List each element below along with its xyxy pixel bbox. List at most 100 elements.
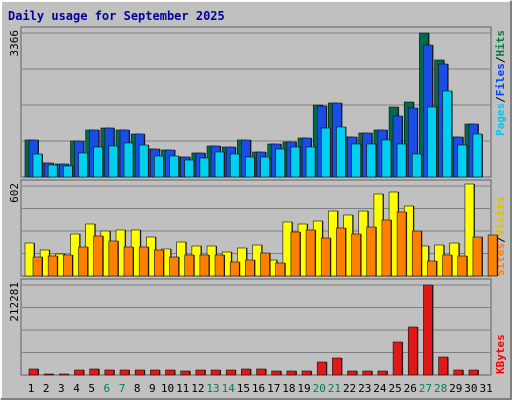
hits-pages-bar — [214, 151, 225, 178]
visits-sites-bar — [411, 230, 422, 277]
hits-pages-bar — [93, 146, 103, 178]
visits-ymax-label: 602 — [8, 183, 21, 203]
kbytes-kbytes-bar — [210, 369, 221, 376]
visits-sites-bar — [336, 227, 346, 277]
x-tick-label: 30 — [464, 382, 477, 395]
kbytes-plot-area — [20, 278, 492, 376]
x-tick-label: 24 — [373, 382, 387, 395]
kbytes-kbytes-bar — [362, 370, 373, 376]
kbytes-kbytes-bar — [59, 373, 69, 376]
visits-sites-bar — [32, 256, 43, 277]
hits-pages-bar — [138, 144, 149, 178]
kbytes-kbytes-bar — [165, 369, 175, 376]
kbytes-panel — [20, 278, 492, 376]
x-tick-label: 14 — [222, 382, 236, 395]
hits-pages-bar — [472, 133, 483, 178]
hits-pages-bar — [275, 148, 286, 178]
visits-sites-bar — [275, 262, 286, 277]
chart-title: Daily usage for September 2025 — [8, 9, 225, 23]
visits-sites-bar — [366, 226, 377, 277]
hits-pages-bar — [123, 142, 134, 178]
x-tick-label: 6 — [104, 382, 111, 395]
visits-sites-bar — [351, 233, 361, 277]
x-tick-label: 21 — [328, 382, 341, 395]
hits-pages-bar — [184, 159, 194, 178]
x-tick-label: 19 — [297, 382, 310, 395]
legend-pages: Pages — [494, 103, 507, 136]
hits-pages-bar — [442, 90, 452, 178]
x-tick-label: 15 — [237, 382, 250, 395]
kbytes-kbytes-bar — [43, 373, 54, 376]
kbytes-kbytes-bar — [332, 357, 342, 376]
x-tick-label: 10 — [161, 382, 174, 395]
kbytes-kbytes-bar — [28, 368, 39, 376]
kbytes-kbytes-bar — [347, 370, 357, 376]
hits-pages-bar — [381, 139, 392, 178]
kbytes-kbytes-bar — [316, 361, 327, 376]
visits-sites-bar — [214, 254, 225, 277]
legend-sep: / — [494, 236, 507, 243]
kbytes-kbytes-bar — [150, 369, 160, 376]
hits-legend: Pages/Files/Hits — [494, 30, 507, 136]
legend-files: Files — [494, 63, 507, 96]
x-tick-label: 9 — [149, 382, 156, 395]
hits-pages-bar — [78, 152, 88, 178]
hits-pages-bar — [245, 156, 255, 178]
hits-pages-bar — [320, 127, 331, 178]
x-tick-label: 3 — [58, 382, 65, 395]
x-tick-label: 25 — [388, 382, 401, 395]
visits-visits-bar — [24, 242, 35, 277]
visits-sites-bar — [123, 246, 134, 277]
hits-pages-bar — [457, 144, 468, 178]
hits-pages-bar — [169, 155, 179, 178]
visits-sites-bar — [427, 260, 437, 277]
visits-sites-bar — [47, 255, 58, 277]
visits-sites-bar — [108, 240, 119, 277]
hits-pages-bar — [229, 153, 240, 178]
kbytes-kbytes-bar — [256, 368, 266, 376]
x-tick-label: 22 — [343, 382, 356, 395]
x-tick-label: 20 — [313, 382, 326, 395]
kbytes-legend: KBytes — [494, 334, 507, 374]
legend-visits: Visits — [494, 197, 507, 237]
legend-sep: / — [494, 56, 507, 63]
visits-sites-bar — [472, 236, 483, 277]
hits-pages-bar — [411, 153, 422, 178]
kbytes-kbytes-bar — [195, 369, 206, 376]
kbytes-kbytes-bar — [423, 284, 433, 376]
kbytes-kbytes-bar — [241, 368, 251, 376]
kbytes-kbytes-bar — [438, 356, 448, 376]
hits-pages-bar — [396, 143, 407, 178]
visits-sites-bar — [320, 237, 331, 277]
x-tick-label: 8 — [134, 382, 141, 395]
kbytes-kbytes-bar — [271, 370, 282, 376]
kbytes-kbytes-bar — [286, 370, 297, 376]
x-tick-label: 18 — [282, 382, 295, 395]
kbytes-kbytes-bar — [468, 369, 479, 376]
hits-pages-bar — [108, 145, 119, 178]
kbytes-kbytes-bar — [453, 369, 464, 376]
kbytes-kbytes-bar — [134, 369, 145, 376]
kbytes-kbytes-bar — [89, 368, 99, 376]
x-tick-label: 23 — [358, 382, 371, 395]
x-tick-label: 12 — [191, 382, 204, 395]
x-tick-label: 16 — [252, 382, 265, 395]
kbytes-kbytes-bar — [377, 370, 388, 376]
x-tick-label: 11 — [176, 382, 189, 395]
kbytes-kbytes-bar — [119, 369, 130, 376]
x-tick-label: 5 — [88, 382, 95, 395]
x-tick-label: 4 — [73, 382, 80, 395]
visits-sites-bar — [169, 256, 179, 277]
hits-pages-bar — [336, 126, 346, 178]
kbytes-kbytes-bar — [104, 369, 115, 376]
x-tick-label: 1 — [28, 382, 35, 395]
visits-sites-bar — [381, 219, 392, 277]
visits-sites-bar — [245, 259, 255, 277]
legend-kbytes: KBytes — [494, 334, 507, 374]
visits-sites-bar — [260, 252, 270, 277]
visits-sites-bar — [154, 249, 164, 277]
hits-pages-bar — [154, 155, 164, 178]
